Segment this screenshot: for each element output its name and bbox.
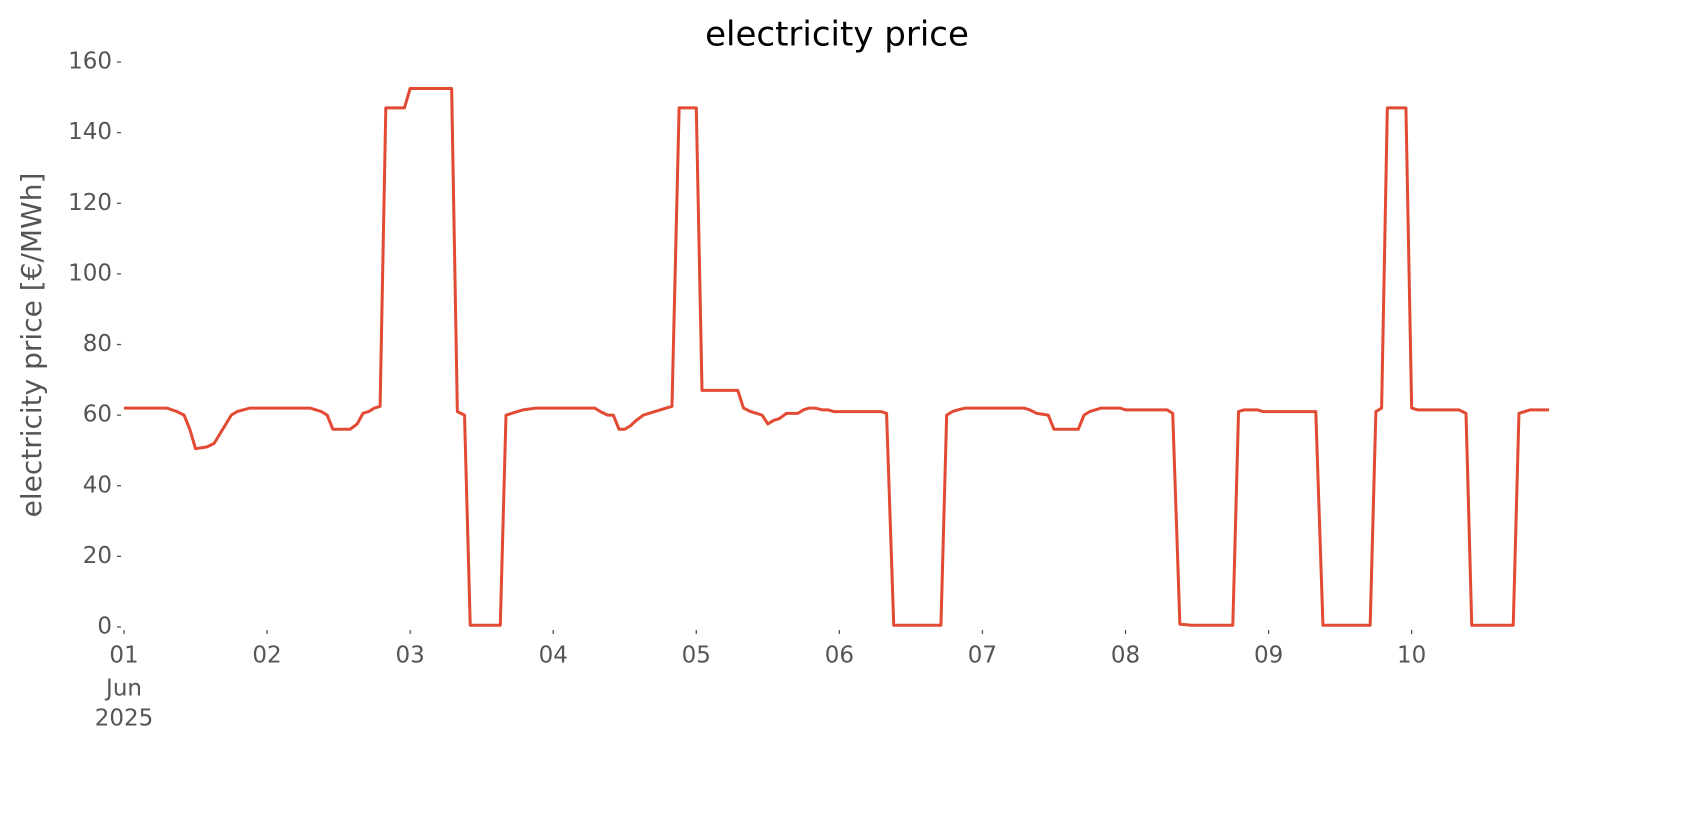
- y-tick-label: 160: [68, 49, 112, 75]
- y-tick-label: 80: [83, 331, 112, 357]
- x-tick-sublabel: Jun: [104, 676, 142, 702]
- chart-title: electricity price: [705, 15, 969, 55]
- x-tick-label: 05: [682, 643, 711, 669]
- y-tick-label: 40: [83, 472, 112, 498]
- y-tick-label: 100: [68, 260, 112, 286]
- price-line: [124, 86, 1549, 627]
- x-tick-label: 08: [1111, 643, 1140, 669]
- x-tick-label: 10: [1397, 643, 1426, 669]
- x-tick-label: 03: [396, 643, 425, 669]
- y-tick-label: 120: [68, 190, 112, 216]
- y-tick-label: 20: [83, 543, 112, 569]
- x-tick-label: 01: [109, 643, 138, 669]
- x-tick-label: 04: [539, 643, 568, 669]
- y-tick-label: 140: [68, 119, 112, 145]
- x-tick-label: 09: [1254, 643, 1283, 669]
- x-tick-sublabel: 2025: [95, 706, 154, 732]
- x-tick-label: 02: [252, 643, 281, 669]
- y-tick-label: 60: [83, 402, 112, 428]
- y-axis-label: electricity price [€/MWh]: [15, 173, 48, 518]
- x-tick-label: 07: [968, 643, 997, 669]
- x-tick-label: 06: [825, 643, 854, 669]
- y-tick-label: 0: [97, 614, 112, 640]
